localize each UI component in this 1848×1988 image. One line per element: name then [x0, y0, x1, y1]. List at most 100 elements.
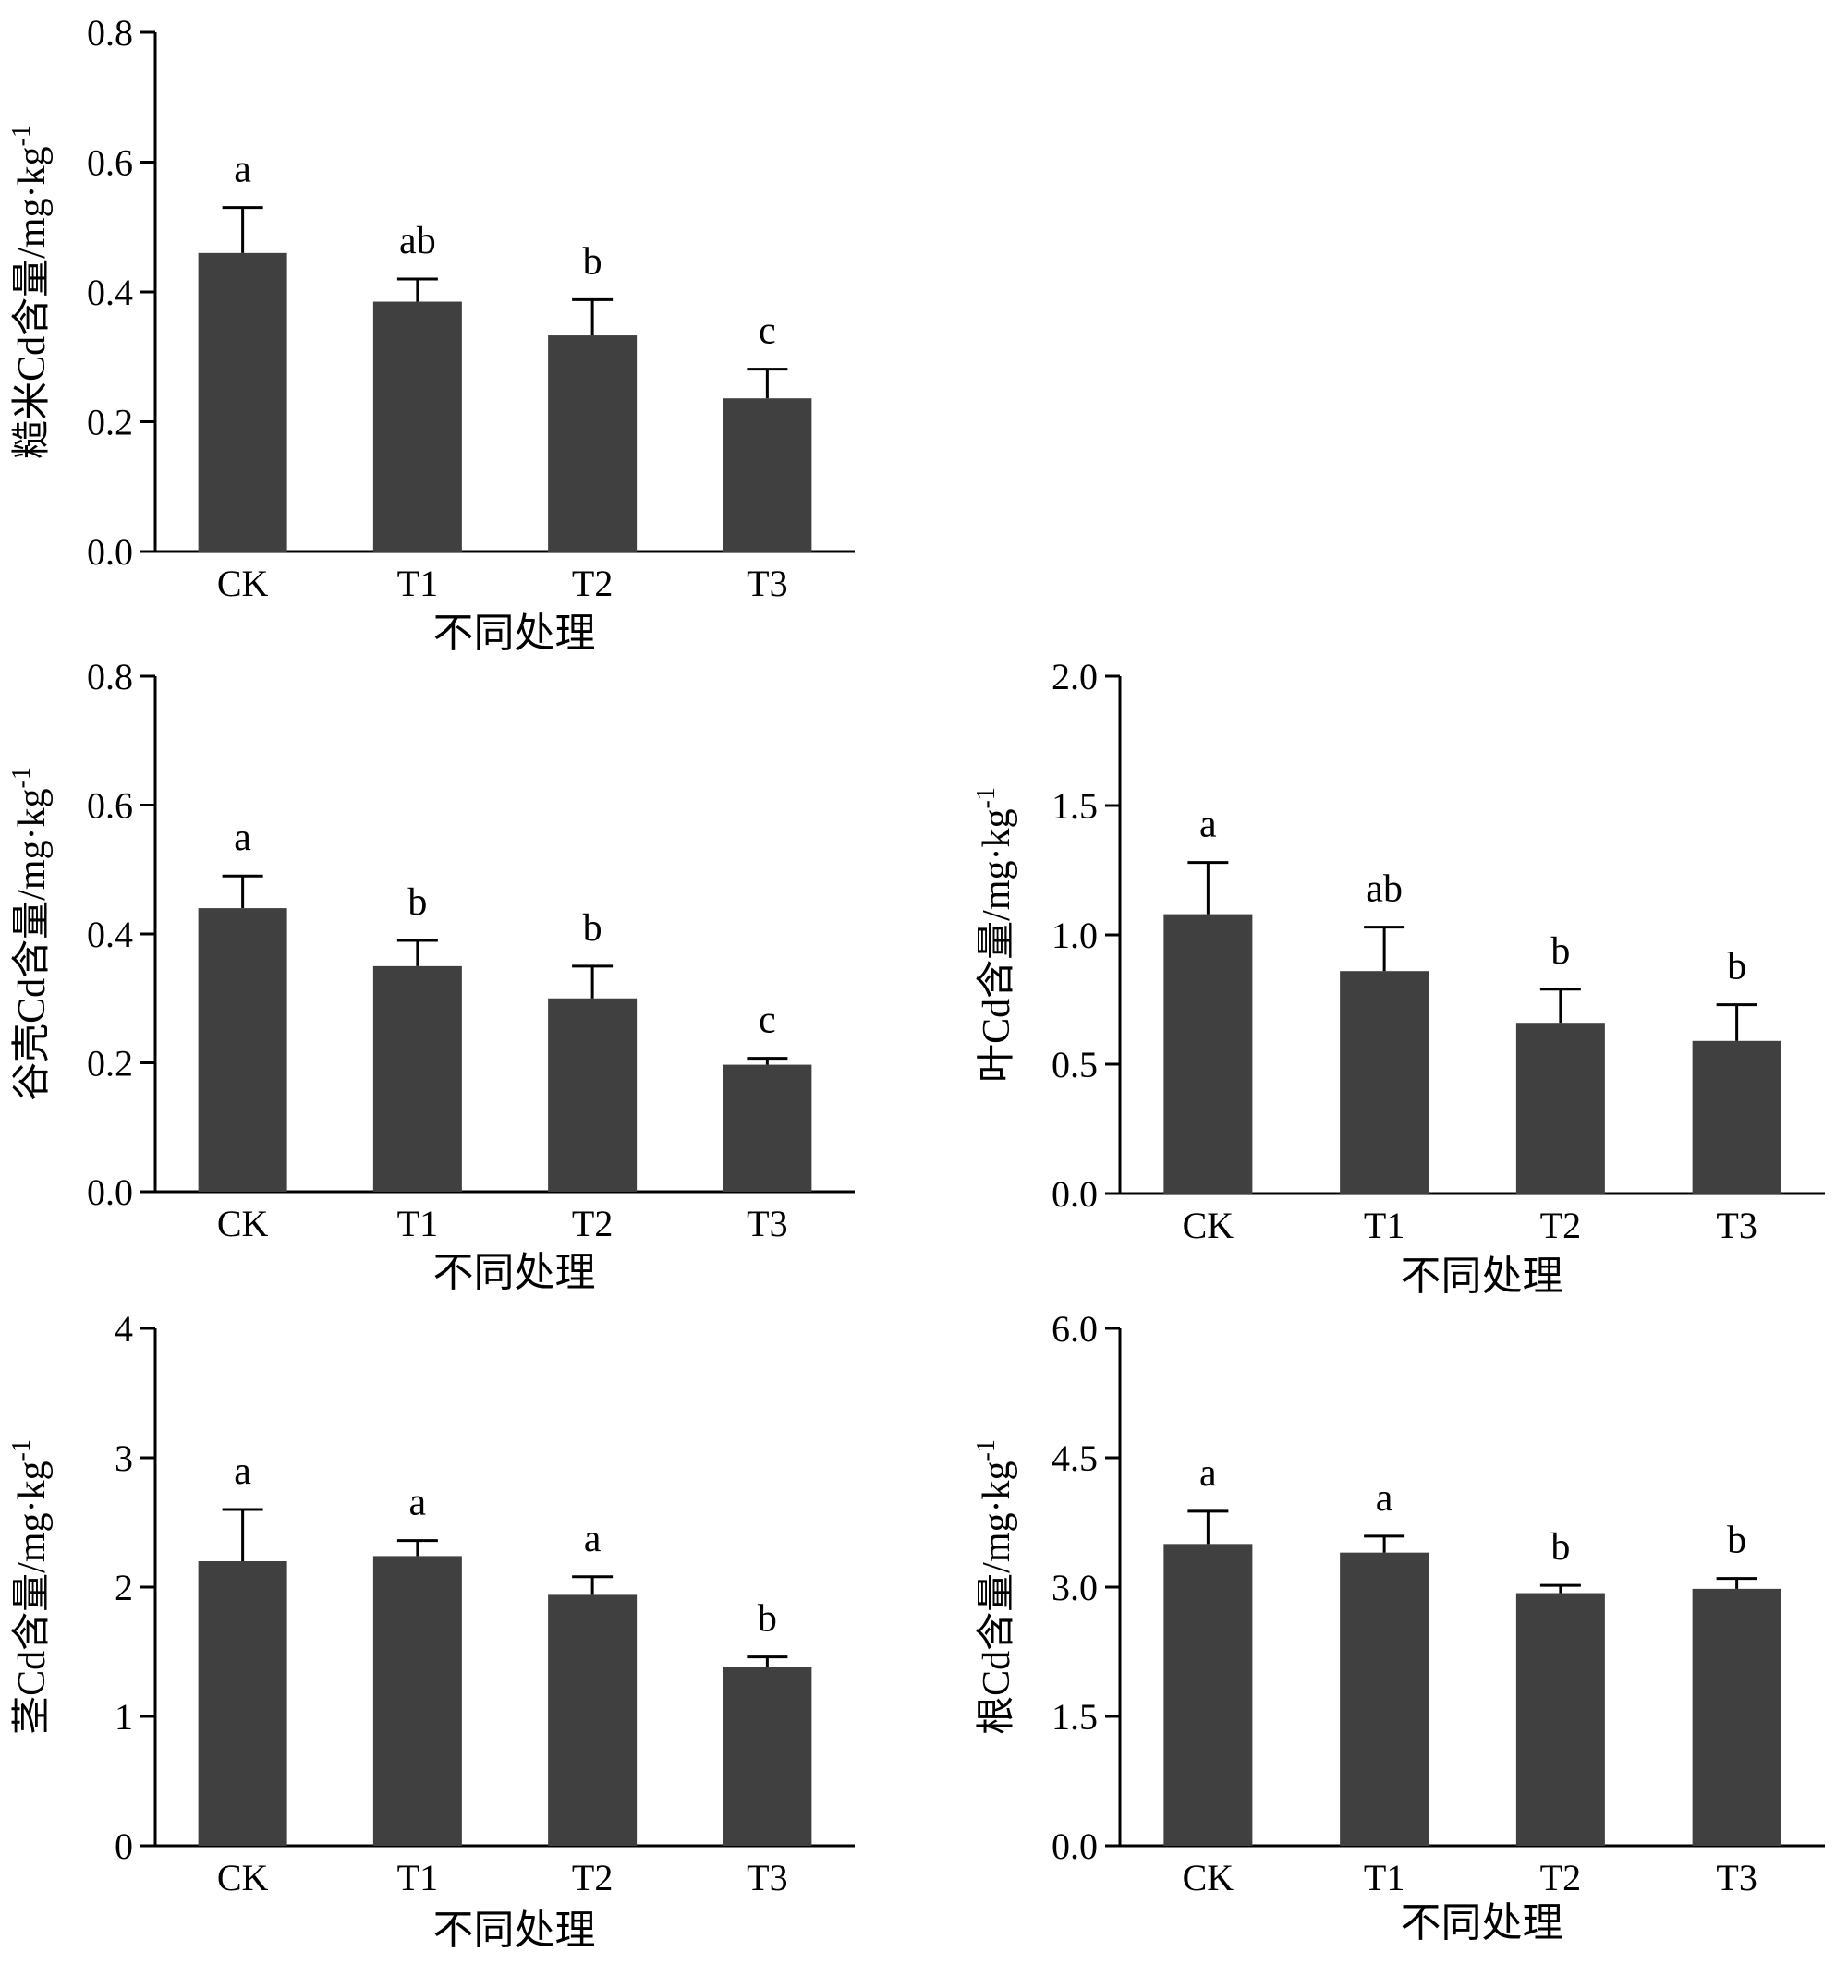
stem-x-tick-label: CK	[217, 1857, 269, 1898]
root-x-tick-label: T2	[1540, 1857, 1581, 1898]
stem-significance-t2: a	[584, 1518, 602, 1560]
husk-x-tick-label: CK	[217, 1203, 269, 1244]
husk-x-axis-title: 不同处理	[433, 1250, 596, 1295]
husk-x-tick-label: T1	[397, 1203, 438, 1244]
brown-rice-y-tick-label: 0.2	[87, 402, 133, 443]
leaf-x-tick-label: T2	[1540, 1205, 1581, 1246]
chart-panel-stem: 0 1 2 3 4 a CK a T1 a T2 b T3 不同处理 茎Cd含量/mg·kg-1	[7, 1308, 855, 1953]
husk-significance-t3: c	[759, 1000, 776, 1042]
brown-rice-y-tick-label: 0.6	[87, 142, 133, 184]
root-y-axis-title: 根Cd含量/mg·kg-1	[972, 1439, 1018, 1735]
brown-rice-bar-t1	[372, 301, 462, 552]
chart-panel-leaf: 0.0 0.5 1.0 1.5 2.0 a CK ab T1 b T2 b T3 不同处理 叶Cd含量/mg…	[972, 656, 1825, 1299]
leaf-x-tick-label: CK	[1183, 1205, 1234, 1246]
leaf-x-tick-label: T1	[1364, 1205, 1404, 1246]
brown-rice-x-tick-label: T2	[572, 563, 613, 604]
leaf-significance-t3: b	[1727, 946, 1746, 988]
root-bar-t1	[1340, 1552, 1429, 1846]
leaf-x-tick-label: T3	[1716, 1205, 1757, 1246]
root-significance-t2: b	[1550, 1526, 1570, 1569]
leaf-bar-ck	[1163, 914, 1253, 1194]
brown-rice-bar-t2	[548, 335, 638, 552]
root-y-tick-label: 3.0	[1052, 1567, 1098, 1608]
brown-rice-significance-t1: ab	[399, 220, 436, 262]
leaf-y-tick-label: 0.5	[1052, 1044, 1098, 1085]
stem-x-axis-title: 不同处理	[433, 1908, 596, 1953]
husk-y-tick-label: 0.4	[87, 914, 133, 955]
brown-rice-y-tick-label: 0.8	[87, 12, 133, 54]
stem-significance-ck: a	[234, 1450, 251, 1493]
root-x-tick-label: T1	[1364, 1857, 1404, 1898]
leaf-y-tick-label: 1.5	[1052, 785, 1098, 827]
root-y-tick-label: 0.0	[1052, 1825, 1098, 1867]
root-bar-ck	[1163, 1544, 1253, 1846]
husk-y-tick-label: 0.2	[87, 1043, 133, 1085]
stem-bar-t1	[372, 1556, 462, 1846]
stem-y-tick-label: 1	[115, 1696, 133, 1738]
root-x-axis-title: 不同处理	[1401, 1900, 1563, 1946]
leaf-significance-t2: b	[1550, 930, 1570, 973]
brown-rice-y-tick-label: 0.0	[87, 531, 133, 573]
brown-rice-significance-ck: a	[234, 149, 251, 191]
brown-rice-x-tick-label: CK	[217, 563, 269, 604]
husk-y-tick-label: 0.6	[87, 785, 133, 827]
husk-significance-t2: b	[583, 907, 602, 950]
leaf-y-tick-label: 2.0	[1052, 656, 1098, 697]
brown-rice-x-tick-label: T3	[747, 563, 787, 604]
leaf-bar-t1	[1340, 971, 1429, 1194]
brown-rice-significance-t2: b	[583, 240, 602, 283]
leaf-y-tick-label: 1.0	[1052, 915, 1098, 956]
brown-rice-significance-t3: c	[759, 310, 776, 353]
husk-bar-t2	[548, 998, 638, 1192]
husk-significance-ck: a	[234, 817, 251, 859]
root-y-tick-label: 6.0	[1052, 1308, 1098, 1350]
stem-bar-t2	[548, 1594, 638, 1846]
brown-rice-y-tick-label: 0.4	[87, 272, 133, 313]
stem-y-tick-label: 3	[115, 1437, 133, 1479]
stem-x-tick-label: T2	[572, 1857, 613, 1898]
root-significance-t3: b	[1727, 1520, 1746, 1562]
husk-y-tick-label: 0.0	[87, 1171, 133, 1213]
stem-y-tick-label: 0	[115, 1825, 133, 1867]
brown-rice-x-tick-label: T1	[397, 563, 438, 604]
chart-panel-root: 0.0 1.5 3.0 4.5 6.0 a CK a T1 b T2 b T3 不同处理 根Cd含量/mg·…	[972, 1308, 1825, 1946]
stem-bar-t3	[723, 1667, 812, 1846]
root-significance-t1: a	[1376, 1477, 1393, 1520]
husk-x-tick-label: T3	[747, 1203, 787, 1244]
husk-bar-t1	[372, 965, 462, 1192]
leaf-y-axis-title: 叶Cd含量/mg·kg-1	[972, 787, 1018, 1083]
root-y-tick-label: 4.5	[1052, 1437, 1098, 1479]
stem-y-tick-label: 4	[115, 1308, 133, 1350]
stem-significance-t1: a	[409, 1482, 427, 1524]
stem-y-axis-title: 茎Cd含量/mg·kg-1	[7, 1439, 54, 1735]
brown-rice-y-axis-title: 糙米Cd含量/mg·kg-1	[7, 125, 54, 459]
husk-x-tick-label: T2	[572, 1203, 613, 1244]
husk-bar-t3	[723, 1064, 812, 1192]
root-x-tick-label: T3	[1716, 1857, 1757, 1898]
root-bar-t3	[1692, 1588, 1781, 1846]
root-significance-ck: a	[1199, 1452, 1217, 1495]
husk-y-tick-label: 0.8	[87, 656, 133, 697]
husk-significance-t1: b	[407, 881, 427, 924]
husk-y-axis-title: 谷壳Cd含量/mg·kg-1	[7, 767, 54, 1101]
chart-panel-husk: 0.0 0.2 0.4 0.6 0.8 a CK b T1 b T2 c T3 不同处理 谷壳Cd含量/mg…	[7, 656, 855, 1295]
leaf-significance-t1: ab	[1366, 868, 1403, 911]
brown-rice-bar-t3	[723, 398, 812, 552]
leaf-significance-ck: a	[1199, 804, 1217, 846]
root-x-tick-label: CK	[1183, 1857, 1234, 1898]
leaf-bar-t2	[1515, 1023, 1605, 1194]
leaf-x-axis-title: 不同处理	[1401, 1254, 1563, 1299]
husk-bar-ck	[198, 908, 287, 1192]
stem-x-tick-label: T1	[397, 1857, 438, 1898]
brown-rice-bar-ck	[198, 252, 287, 552]
stem-x-tick-label: T3	[747, 1857, 787, 1898]
root-y-tick-label: 1.5	[1052, 1696, 1098, 1738]
root-bar-t2	[1515, 1593, 1605, 1846]
leaf-bar-t3	[1692, 1040, 1781, 1194]
stem-bar-ck	[198, 1561, 287, 1846]
brown-rice-x-axis-title: 不同处理	[433, 611, 596, 656]
chart-panel-brown-rice: 0.0 0.2 0.4 0.6 0.8 a CK ab T1 b T2 c T3 不同处理 糙米Cd含量/m…	[7, 12, 855, 656]
leaf-y-tick-label: 0.0	[1052, 1173, 1098, 1215]
stem-y-tick-label: 2	[115, 1567, 133, 1608]
